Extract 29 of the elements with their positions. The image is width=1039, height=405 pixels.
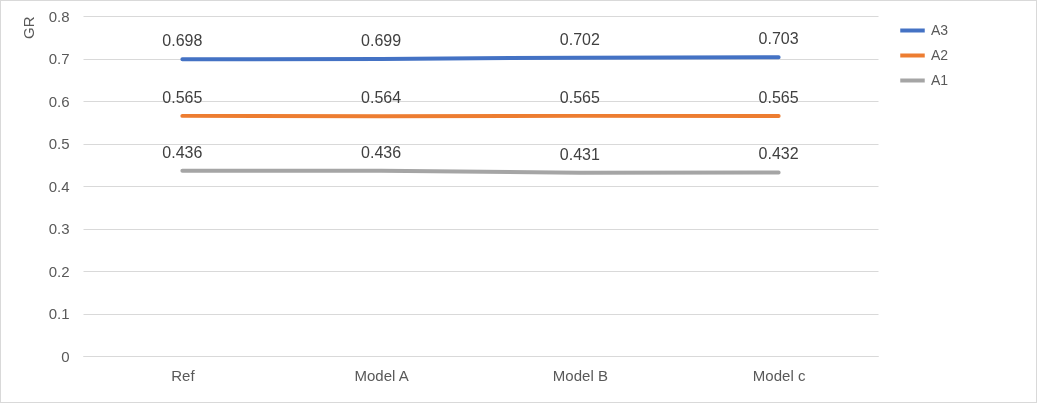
- legend-label: A3: [931, 21, 949, 38]
- data-label: 0.565: [162, 88, 203, 106]
- x-tick-label: Model A: [354, 366, 409, 384]
- data-label: 0.702: [559, 30, 600, 48]
- y-axis-title: GR: [19, 16, 37, 39]
- y-tick-label: 0.6: [48, 92, 70, 110]
- data-label: 0.699: [361, 31, 402, 49]
- y-tick-label: 0.5: [48, 135, 70, 152]
- data-label: 0.565: [559, 88, 600, 106]
- data-label: 0.432: [758, 145, 799, 163]
- data-label: 0.436: [361, 143, 402, 161]
- y-tick-label: 0: [61, 347, 70, 365]
- legend-label: A2: [931, 46, 949, 63]
- y-tick-label: 0.7: [48, 50, 70, 67]
- x-tick-label: Model B: [552, 366, 608, 384]
- data-label: 0.565: [758, 88, 799, 106]
- data-label: 0.436: [162, 143, 203, 161]
- legend-label: A1: [931, 71, 949, 88]
- data-label: 0.698: [162, 32, 203, 50]
- x-tick-label: Model c: [752, 366, 806, 384]
- y-tick-label: 0.8: [48, 7, 70, 25]
- y-tick-label: 0.4: [48, 177, 70, 195]
- data-label: 0.564: [361, 89, 402, 107]
- x-tick-label: Ref: [171, 366, 196, 384]
- y-tick-label: 0.1: [48, 305, 70, 322]
- data-label: 0.703: [758, 30, 799, 48]
- y-tick-label: 0.3: [48, 220, 70, 237]
- y-tick-label: 0.2: [48, 262, 70, 280]
- data-label: 0.431: [559, 145, 600, 163]
